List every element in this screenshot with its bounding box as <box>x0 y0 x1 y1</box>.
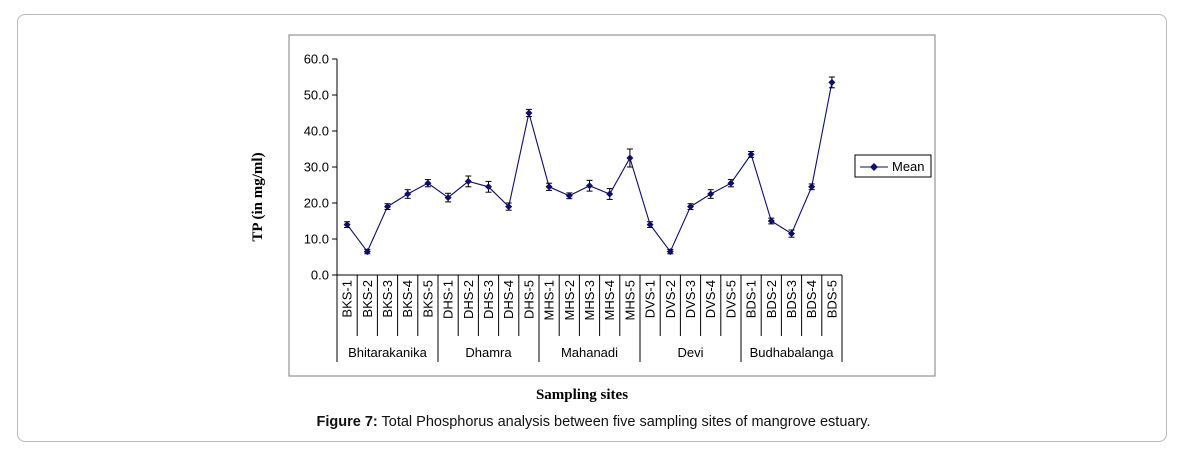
data-point-marker <box>545 183 553 191</box>
data-point-marker <box>485 183 492 191</box>
series-mean <box>343 76 836 256</box>
data-point-marker <box>687 203 694 211</box>
y-tick-label: 0.0 <box>311 268 329 283</box>
data-point-marker <box>404 190 412 198</box>
data-point-marker <box>808 183 816 191</box>
x-tick-label: BDS-3 <box>784 280 799 318</box>
figure-caption-text: Total Phosphorus analysis between five s… <box>377 414 871 430</box>
data-point-marker <box>626 154 634 162</box>
x-axis-label: Sampling sites <box>536 387 628 403</box>
data-point-marker <box>788 230 795 238</box>
x-tick-label: MHS-3 <box>582 280 597 320</box>
legend: Mean <box>854 154 932 178</box>
x-tick-label: BKS-5 <box>420 280 435 318</box>
x-tick-label: MHS-1 <box>542 280 557 320</box>
x-tick-label: BDS-4 <box>804 280 819 318</box>
x-tick-label: DVS-2 <box>663 280 678 318</box>
data-point-marker <box>646 221 654 229</box>
x-tick-label: BKS-1 <box>340 280 355 318</box>
figure-caption: Figure 7: Total Phosphorus analysis betw… <box>0 414 1187 430</box>
x-tick-label: BDS-1 <box>744 280 759 318</box>
x-axis: BKS-1 BKS-2 BKS-3 BKS-4 BKS-5 DHS-1 DHS-2 DHS-3… <box>336 274 843 362</box>
x-tick-label: BDS-5 <box>824 280 839 318</box>
data-point-marker <box>565 192 573 200</box>
x-tick-label: BKS-2 <box>360 280 375 318</box>
legend-label: Mean <box>892 159 925 174</box>
data-point-marker <box>828 78 836 86</box>
y-tick-label: 50.0 <box>304 88 329 103</box>
x-tick-label: DHS-3 <box>481 280 496 319</box>
data-point-marker <box>384 203 391 211</box>
x-group-label: Mahanadi <box>561 345 618 360</box>
x-tick-label: DVS-5 <box>723 280 738 318</box>
x-group-label: Budhabalanga <box>750 345 835 360</box>
x-tick-label: DHS-2 <box>461 280 476 319</box>
x-tick-label: DVS-1 <box>643 280 658 318</box>
y-axis-label: TP (in mg/ml) <box>250 152 266 241</box>
x-group-label: Devi <box>677 345 703 360</box>
data-point-marker <box>767 217 775 225</box>
legend-box <box>854 154 932 178</box>
y-tick-label: 30.0 <box>304 160 329 175</box>
x-tick-label: DVS-3 <box>683 280 698 318</box>
data-point-marker <box>505 203 513 211</box>
x-tick-label: BKS-3 <box>380 280 395 318</box>
data-point-marker <box>606 190 614 198</box>
y-tick-label: 60.0 <box>304 52 329 67</box>
data-point-marker <box>707 190 715 198</box>
x-group-label: Dhamra <box>465 345 512 360</box>
data-point-marker <box>444 194 452 202</box>
data-point-marker <box>424 179 432 187</box>
figure-label: Figure 7: <box>316 414 378 430</box>
chart-area-border <box>288 34 936 377</box>
data-point-marker <box>727 179 735 187</box>
data-point-marker <box>363 248 371 256</box>
x-tick-label: BKS-4 <box>400 280 415 318</box>
x-tick-label: DVS-4 <box>703 280 718 318</box>
legend-diamond-icon <box>870 163 878 171</box>
data-point-marker <box>343 221 351 229</box>
data-point-marker <box>747 150 755 158</box>
y-tick-label: 10.0 <box>304 232 329 247</box>
y-tick-label: 40.0 <box>304 124 329 139</box>
y-axis: 0.0 10.0 20.0 30.0 40.0 50.0 60.0 <box>304 52 338 283</box>
data-point-marker <box>464 177 472 185</box>
data-point-marker <box>525 109 533 117</box>
x-tick-label: MHS-2 <box>562 280 577 320</box>
data-point-marker <box>666 248 674 256</box>
x-tick-label: DHS-1 <box>441 280 456 319</box>
y-tick-label: 20.0 <box>304 196 329 211</box>
x-tick-label: DHS-5 <box>521 280 536 319</box>
x-group-label: Bhitarakanika <box>348 345 428 360</box>
x-tick-label: MHS-5 <box>622 280 637 320</box>
x-tick-label: MHS-4 <box>602 280 617 320</box>
x-tick-label: DHS-4 <box>501 280 516 319</box>
x-tick-label: BDS-2 <box>764 280 779 318</box>
data-point-marker <box>586 182 593 190</box>
